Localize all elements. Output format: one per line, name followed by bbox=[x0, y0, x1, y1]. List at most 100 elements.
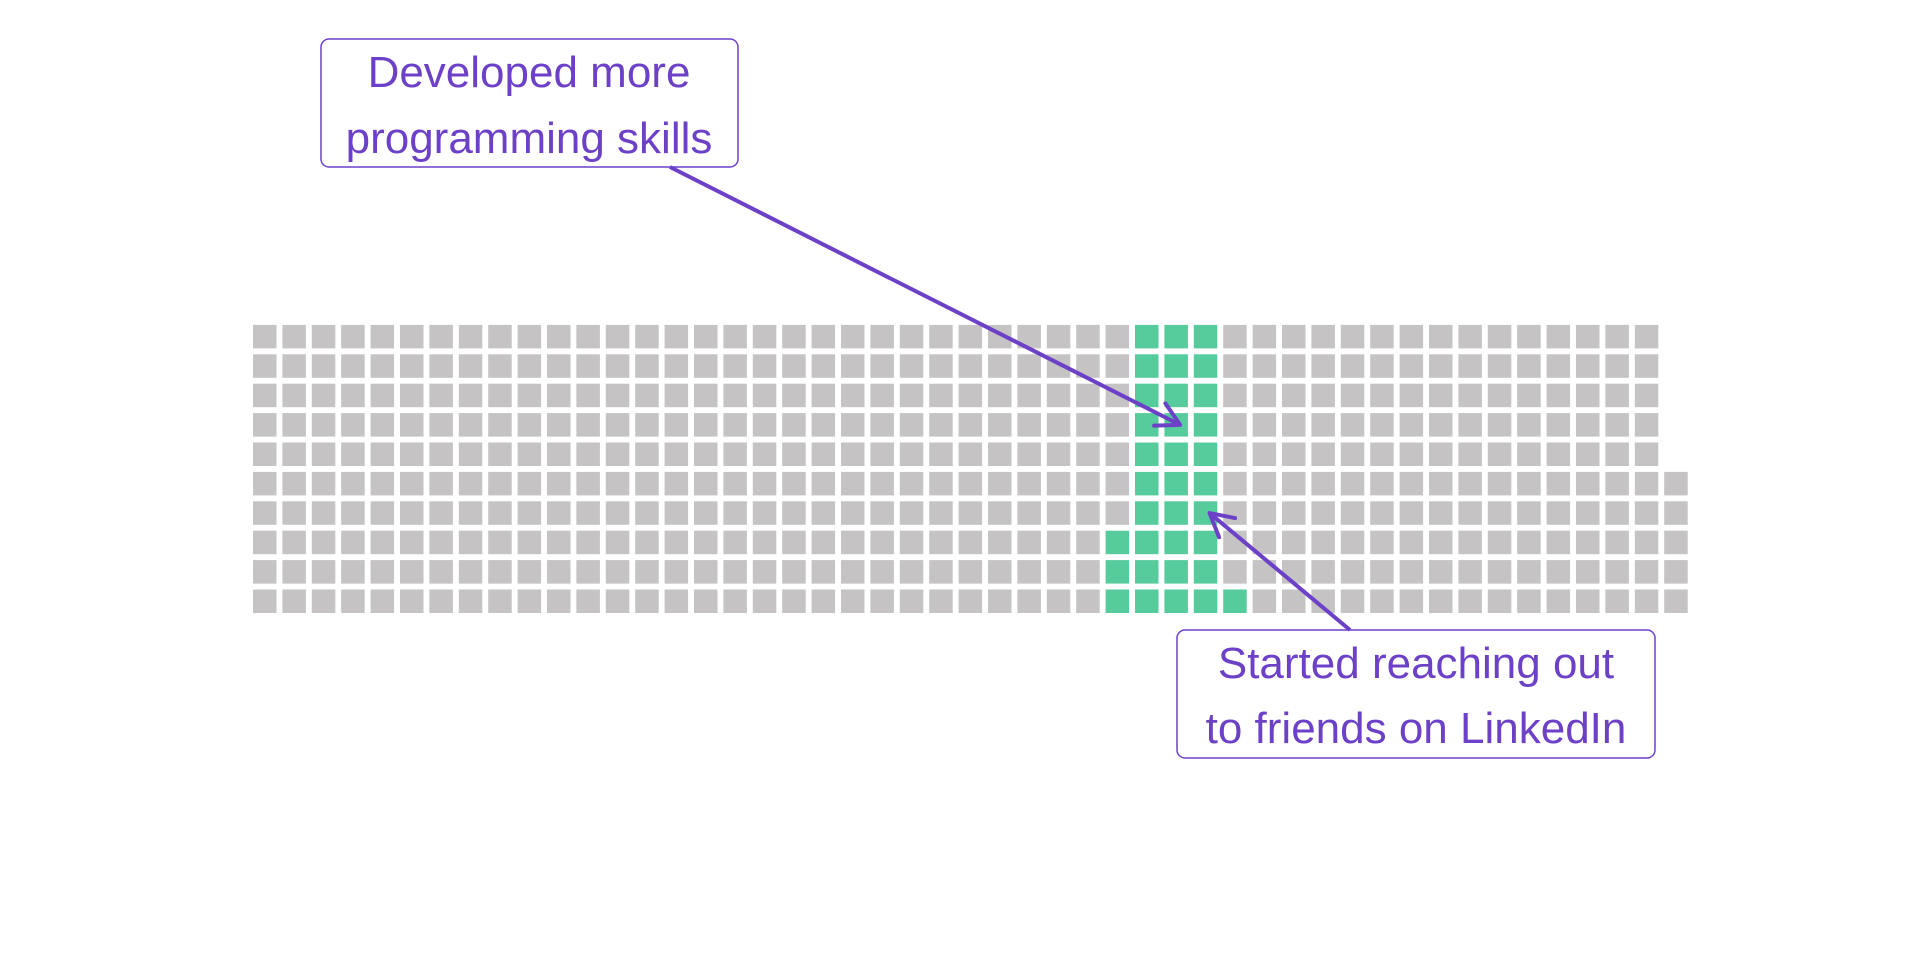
waffle-cell bbox=[988, 560, 1012, 584]
waffle-cell bbox=[1399, 501, 1424, 525]
waffle-cell-highlight bbox=[1135, 530, 1159, 555]
waffle-cell bbox=[1340, 383, 1365, 408]
waffle-cell bbox=[400, 530, 424, 555]
waffle-cell bbox=[1487, 471, 1512, 496]
waffle-cell bbox=[1576, 560, 1600, 584]
waffle-cell bbox=[311, 560, 336, 584]
waffle-cell-highlight bbox=[1135, 560, 1159, 584]
waffle-cell bbox=[958, 530, 983, 555]
waffle-cell bbox=[752, 589, 777, 613]
waffle-cell bbox=[988, 589, 1012, 613]
waffle-cell bbox=[517, 501, 542, 525]
waffle-cell bbox=[899, 442, 924, 466]
waffle-cell bbox=[694, 324, 718, 349]
waffle-cell bbox=[1458, 354, 1482, 378]
waffle-cell bbox=[782, 442, 806, 466]
waffle-cell bbox=[1517, 471, 1541, 496]
waffle-cell bbox=[1517, 442, 1541, 466]
waffle-cell bbox=[517, 589, 542, 613]
waffle-cell bbox=[811, 471, 836, 496]
waffle-cell-highlight bbox=[1164, 560, 1188, 584]
waffle-cell bbox=[1546, 501, 1571, 525]
waffle-cell bbox=[1076, 471, 1100, 496]
waffle-cell bbox=[547, 471, 571, 496]
waffle-cell bbox=[517, 560, 542, 584]
waffle-cell bbox=[752, 501, 777, 525]
waffle-cell-highlight bbox=[1135, 471, 1159, 496]
waffle-cell bbox=[899, 413, 924, 437]
waffle-cell bbox=[1664, 589, 1688, 613]
waffle-cell bbox=[1576, 589, 1600, 613]
waffle-cell bbox=[635, 383, 659, 408]
waffle-cell bbox=[988, 501, 1012, 525]
waffle-cell bbox=[723, 560, 747, 584]
waffle-cell bbox=[1634, 413, 1659, 437]
waffle-cell bbox=[664, 589, 689, 613]
waffle-cell bbox=[1546, 354, 1571, 378]
waffle-cell bbox=[429, 589, 453, 613]
waffle-cell bbox=[664, 471, 689, 496]
waffle-cell bbox=[1370, 324, 1394, 349]
waffle-cell bbox=[311, 383, 336, 408]
waffle-cell bbox=[1311, 442, 1335, 466]
waffle-cell bbox=[1576, 471, 1600, 496]
waffle-cell bbox=[488, 324, 512, 349]
waffle-cell bbox=[1252, 530, 1277, 555]
waffle-cell bbox=[458, 471, 483, 496]
waffle-cell bbox=[1076, 324, 1100, 349]
waffle-cell bbox=[370, 501, 395, 525]
waffle-cell bbox=[1487, 324, 1512, 349]
waffle-cell bbox=[723, 324, 747, 349]
waffle-cell bbox=[1282, 413, 1306, 437]
waffle-cell bbox=[811, 530, 836, 555]
waffle-cell bbox=[1458, 324, 1482, 349]
waffle-cell bbox=[1487, 560, 1512, 584]
waffle-cell bbox=[694, 354, 718, 378]
waffle-cell-highlight bbox=[1193, 589, 1218, 613]
waffle-cell bbox=[811, 442, 836, 466]
waffle-cell bbox=[1252, 471, 1277, 496]
waffle-cell bbox=[1576, 442, 1600, 466]
waffle-cell bbox=[635, 471, 659, 496]
waffle-cell bbox=[664, 354, 689, 378]
waffle-cell bbox=[1634, 471, 1659, 496]
waffle-cell bbox=[664, 560, 689, 584]
waffle-cell bbox=[576, 324, 600, 349]
waffle-cell-highlight bbox=[1135, 589, 1159, 613]
waffle-cell bbox=[517, 354, 542, 378]
annotation-text-line: Developed more bbox=[368, 48, 691, 97]
annotation-arrow-line bbox=[1208, 511, 1352, 632]
waffle-cell bbox=[841, 589, 865, 613]
waffle-cell bbox=[958, 354, 983, 378]
waffle-cell bbox=[1076, 501, 1100, 525]
waffle-cell bbox=[1458, 383, 1482, 408]
waffle-cell bbox=[605, 324, 630, 349]
waffle-cell bbox=[605, 560, 630, 584]
waffle-cell bbox=[958, 324, 983, 349]
waffle-cell-highlight bbox=[1164, 471, 1188, 496]
waffle-cell bbox=[1576, 354, 1600, 378]
waffle-cell bbox=[1517, 383, 1541, 408]
waffle-cell bbox=[1605, 442, 1629, 466]
waffle-cell bbox=[400, 383, 424, 408]
waffle-cell bbox=[429, 413, 453, 437]
waffle-cell bbox=[341, 354, 365, 378]
waffle-cell bbox=[1017, 560, 1041, 584]
waffle-cell bbox=[1517, 589, 1541, 613]
waffle-cell bbox=[282, 354, 306, 378]
waffle-cell bbox=[958, 560, 983, 584]
waffle-cell bbox=[341, 589, 365, 613]
waffle-cell bbox=[1458, 442, 1482, 466]
waffle-cell bbox=[870, 471, 894, 496]
waffle-cell-highlight bbox=[1193, 324, 1218, 349]
waffle-cell-highlight bbox=[1193, 530, 1218, 555]
annotation-text-line: Started reaching out bbox=[1218, 639, 1614, 688]
waffle-cell bbox=[1605, 413, 1629, 437]
waffle-cell bbox=[488, 501, 512, 525]
waffle-cell bbox=[841, 560, 865, 584]
waffle-cell bbox=[341, 324, 365, 349]
waffle-cell bbox=[429, 383, 453, 408]
waffle-cell bbox=[253, 501, 277, 525]
waffle-cell bbox=[752, 413, 777, 437]
waffle-cell bbox=[1105, 413, 1130, 437]
